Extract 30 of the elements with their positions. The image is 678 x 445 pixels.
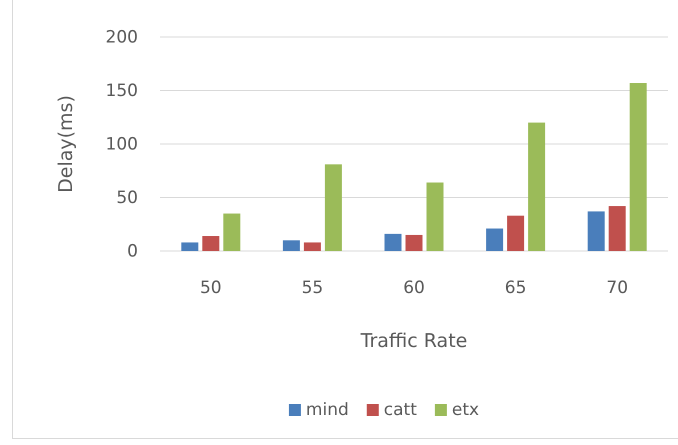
- bar: [223, 214, 240, 251]
- x-tick-label: 60: [403, 278, 425, 298]
- bar: [630, 83, 647, 251]
- x-tick-label: 65: [504, 278, 526, 298]
- y-tick-label: 150: [106, 80, 138, 101]
- x-tick-label: 55: [302, 278, 324, 298]
- legend-label: mind: [306, 400, 349, 420]
- bar: [406, 234, 422, 251]
- bar: [426, 182, 444, 251]
- y-axis-title: Delay(ms): [55, 95, 77, 193]
- bar: [608, 206, 626, 251]
- bar: [384, 234, 402, 251]
- x-tick-label: 70: [606, 278, 628, 298]
- y-tick-label: 50: [116, 188, 138, 208]
- bar: [528, 122, 546, 251]
- y-tick-label: 0: [127, 241, 138, 262]
- y-tick-label: 100: [106, 134, 138, 154]
- x-tick-label: 50: [200, 278, 222, 298]
- bar: [181, 242, 198, 251]
- bar: [304, 242, 321, 251]
- bar: [324, 164, 342, 251]
- legend-label: catt: [384, 400, 418, 420]
- y-tick-label: 200: [106, 27, 138, 48]
- bar: [507, 216, 524, 251]
- bar: [486, 228, 504, 251]
- legend-label: etx: [452, 400, 480, 420]
- bar: [588, 211, 605, 251]
- bar: [282, 240, 300, 251]
- x-axis-title: Traffic Rate: [360, 330, 468, 352]
- bar: [202, 236, 220, 251]
